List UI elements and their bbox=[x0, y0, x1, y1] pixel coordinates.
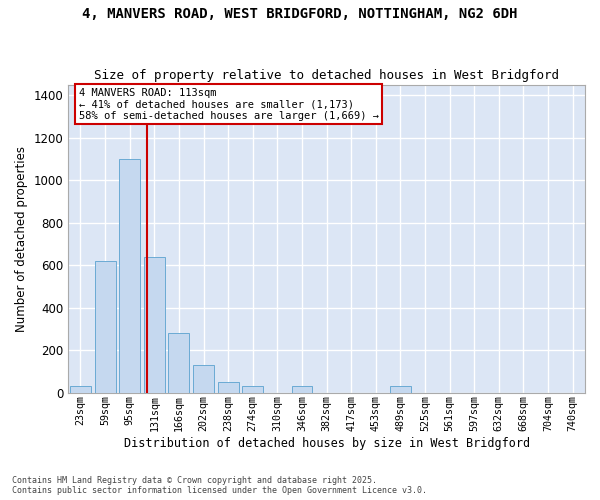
Text: Contains HM Land Registry data © Crown copyright and database right 2025.
Contai: Contains HM Land Registry data © Crown c… bbox=[12, 476, 427, 495]
Bar bbox=[390, 386, 411, 392]
Bar bbox=[169, 333, 190, 392]
Title: Size of property relative to detached houses in West Bridgford: Size of property relative to detached ho… bbox=[94, 69, 559, 82]
Bar bbox=[95, 261, 116, 392]
X-axis label: Distribution of detached houses by size in West Bridgford: Distribution of detached houses by size … bbox=[124, 437, 530, 450]
Y-axis label: Number of detached properties: Number of detached properties bbox=[15, 146, 28, 332]
Bar bbox=[193, 365, 214, 392]
Bar bbox=[144, 256, 165, 392]
Bar bbox=[70, 386, 91, 392]
Text: 4 MANVERS ROAD: 113sqm
← 41% of detached houses are smaller (1,173)
58% of semi-: 4 MANVERS ROAD: 113sqm ← 41% of detached… bbox=[79, 88, 379, 121]
Text: 4, MANVERS ROAD, WEST BRIDGFORD, NOTTINGHAM, NG2 6DH: 4, MANVERS ROAD, WEST BRIDGFORD, NOTTING… bbox=[82, 8, 518, 22]
Bar bbox=[218, 382, 239, 392]
Bar bbox=[292, 386, 313, 392]
Bar bbox=[119, 159, 140, 392]
Bar bbox=[242, 386, 263, 392]
